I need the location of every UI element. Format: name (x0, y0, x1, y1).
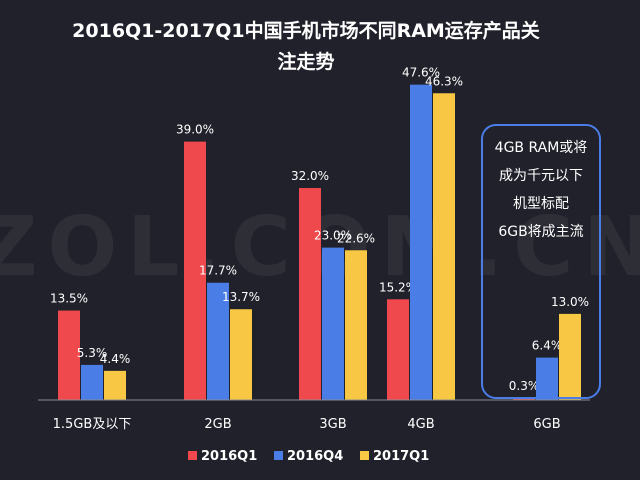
category-labels: 1.5GB及以下 2GB 3GB 4GB 6GB (53, 417, 561, 432)
value-label-2017q1-4: 13.0% (551, 295, 589, 309)
bar-2016q4-3 (410, 84, 432, 401)
legend: 2016Q1 2016Q4 2017Q1 (188, 449, 429, 464)
category-label-1: 2GB (204, 417, 231, 432)
legend-swatch-2016q4 (274, 451, 283, 460)
annotation-line-1: 4GB RAM或将 (495, 140, 588, 156)
value-label-2016q4-1: 17.7% (199, 264, 237, 278)
legend-swatch-2016q1 (188, 451, 197, 460)
annotation-line-3: 机型标配 (513, 196, 569, 212)
legend-label-2017q1: 2017Q1 (373, 449, 429, 464)
bar-2017q1-0 (104, 370, 126, 400)
bar-2016q4-0 (81, 364, 103, 400)
annotation-line-2: 成为千元以下 (499, 168, 583, 184)
bar-2016q1-3 (387, 299, 409, 400)
value-label-2016q1-4: 0.3% (509, 379, 540, 393)
category-label-2: 3GB (319, 417, 346, 432)
chart-title-line-2: 注走势 (277, 50, 334, 73)
value-label-2016q4-2: 23.0% (314, 229, 352, 243)
value-label-2016q1-1: 39.0% (176, 123, 214, 137)
annotation-box (481, 124, 601, 399)
category-label-3: 4GB (407, 417, 434, 432)
bars-group: 13.5% 5.3%4.4% 39.0% 17.7% 13.7% 32.0% 23.0%22… (50, 66, 589, 401)
bar-2016q1-4 (513, 398, 535, 400)
bar-2017q1-4 (559, 313, 581, 400)
bar-2017q1-3 (433, 93, 455, 400)
value-label-2016q1-3: 15.2% (379, 280, 417, 294)
category-label-0: 1.5GB及以下 (53, 417, 132, 432)
value-label-2016q1-0: 13.5% (50, 292, 88, 306)
annotation-line-4: 6GB将成主流 (498, 224, 583, 240)
bar-2016q4-2 (322, 247, 344, 400)
category-label-4: 6GB (533, 417, 560, 432)
bar-2017q1-2 (345, 250, 367, 400)
value-label-2016q4-3: 47.6% (402, 66, 440, 80)
value-label-2017q1-2: 22.6% (337, 231, 375, 245)
bar-2016q1-2 (299, 188, 321, 400)
bar-2016q1-0 (58, 310, 80, 400)
legend-swatch-2017q1 (360, 451, 369, 460)
bar-2017q1-1 (230, 309, 252, 400)
bar-2016q1-1 (184, 141, 206, 400)
value-label-2016q4-4: 6.4% (532, 339, 563, 353)
chart-title-line-1: 2016Q1-2017Q1中国手机市场不同RAM运存产品关 (72, 19, 540, 42)
value-label-2017q1-3: 46.3% (425, 74, 463, 88)
value-label-2017q1-1: 13.7% (222, 290, 260, 304)
legend-label-2016q1: 2016Q1 (201, 449, 257, 464)
bar-2016q4-4 (536, 357, 558, 400)
legend-label-2016q4: 2016Q4 (287, 449, 343, 464)
bar-2016q4-1 (207, 282, 229, 400)
value-label-2016q4-0: 5.3% (77, 346, 108, 360)
value-label-2017q1-0: 4.4% (100, 352, 131, 366)
value-label-2016q1-2: 32.0% (291, 169, 329, 183)
